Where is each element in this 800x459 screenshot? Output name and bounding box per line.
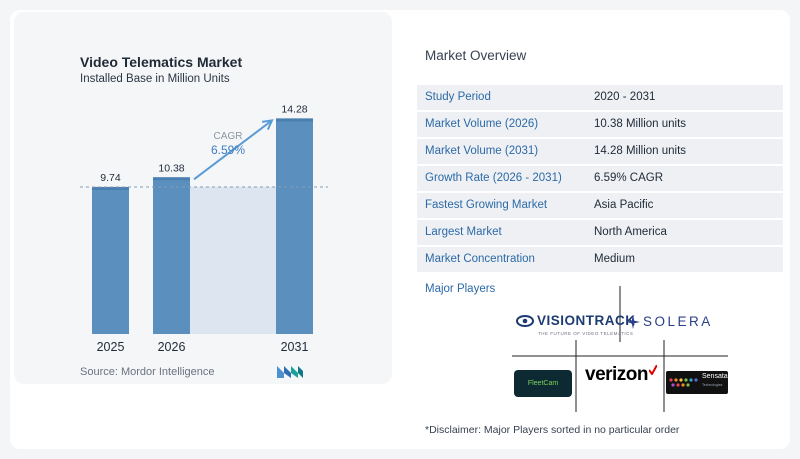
disclaimer: *Disclaimer: Major Players sorted in no … (425, 424, 680, 436)
mordor-intelligence-logo-icon (277, 366, 303, 378)
visiontrack-tagline: THE FUTURE OF VIDEO TELEMATICS (538, 331, 634, 336)
chart-title: Video Telematics Market (80, 54, 243, 70)
sensata-dots-icon (669, 378, 698, 387)
overview-value: North America (594, 226, 667, 238)
x-tick-label-2026: 2026 (158, 340, 186, 354)
overview-row-volume-2026: Market Volume (2026) 10.38 Million units (417, 112, 783, 138)
sensata-logo: Sensata Technologies (666, 371, 728, 394)
visiontrack-eye-icon (516, 314, 534, 327)
overview-value: Medium (594, 253, 635, 265)
overview-row-concentration: Market Concentration Medium (417, 247, 783, 273)
bar-2025 (92, 186, 129, 334)
overview-value: 10.38 Million units (594, 118, 687, 130)
fleetcam-wordmark: FleetCam (527, 380, 559, 387)
overview-label: Largest Market (425, 226, 502, 238)
cagr-arrow-head (261, 119, 274, 130)
overview-label: Market Concentration (425, 253, 535, 265)
verizon-check-icon (649, 365, 658, 375)
cagr-arrow-line (193, 119, 273, 181)
solera-star-icon (626, 314, 640, 329)
bar-top-2025 (92, 186, 129, 190)
bar-2031 (276, 118, 313, 335)
data-label-2026: 10.38 (158, 162, 184, 174)
chart-subtitle: Installed Base in Million Units (80, 73, 230, 85)
overview-label: Market Volume (2031) (425, 145, 539, 157)
major-players-title: Major Players (425, 283, 496, 295)
solera-logo: SOLERA (626, 314, 713, 329)
overview-value: Asia Pacific (594, 199, 654, 211)
overview-row-largest-market: Largest Market North America (417, 220, 783, 246)
overview-label: Growth Rate (2026 - 2031) (425, 172, 562, 184)
visiontrack-logo: VISIONTRACK THE FUTURE OF VIDEO TELEMATI… (516, 313, 636, 336)
bar-top-2031 (276, 118, 313, 122)
growth-shade-band (190, 186, 276, 334)
sensata-wordmark: Sensata (702, 373, 728, 380)
cagr-label: CAGR (214, 131, 243, 142)
market-overview-title: Market Overview (425, 48, 527, 63)
overview-row-fastest-growing: Fastest Growing Market Asia Pacific (417, 193, 783, 219)
verizon-logo: verizon (585, 364, 658, 386)
overview-row-volume-2031: Market Volume (2031) 14.28 Million units (417, 139, 783, 165)
data-label-2025: 9.74 (100, 172, 121, 184)
visiontrack-wordmark: VISIONTRACK (537, 313, 636, 328)
data-label-2031: 14.28 (281, 103, 307, 115)
overview-row-study-period: Study Period 2020 - 2031 (417, 85, 783, 111)
overview-value: 2020 - 2031 (594, 91, 656, 103)
overview-value: 6.59% CAGR (594, 172, 664, 184)
sensata-subtitle: Technologies (702, 383, 723, 387)
overview-label: Fastest Growing Market (425, 199, 548, 211)
overview-label: Market Volume (2026) (425, 118, 539, 130)
bar-top-2026 (153, 177, 190, 181)
overview-row-growth-rate: Growth Rate (2026 - 2031) 6.59% CAGR (417, 166, 783, 192)
x-tick-label-2031: 2031 (281, 340, 309, 354)
source-label: Source: Mordor Intelligence (80, 366, 215, 378)
bar-2026 (153, 177, 190, 334)
overview-label: Study Period (425, 91, 491, 103)
overview-value: 14.28 Million units (594, 145, 687, 157)
verizon-wordmark: verizon (585, 364, 649, 385)
solera-wordmark: SOLERA (643, 314, 713, 329)
fleetcam-logo: FleetCam (514, 370, 572, 397)
x-tick-label-2025: 2025 (97, 340, 125, 354)
cagr-value: 6.59% (211, 143, 245, 157)
